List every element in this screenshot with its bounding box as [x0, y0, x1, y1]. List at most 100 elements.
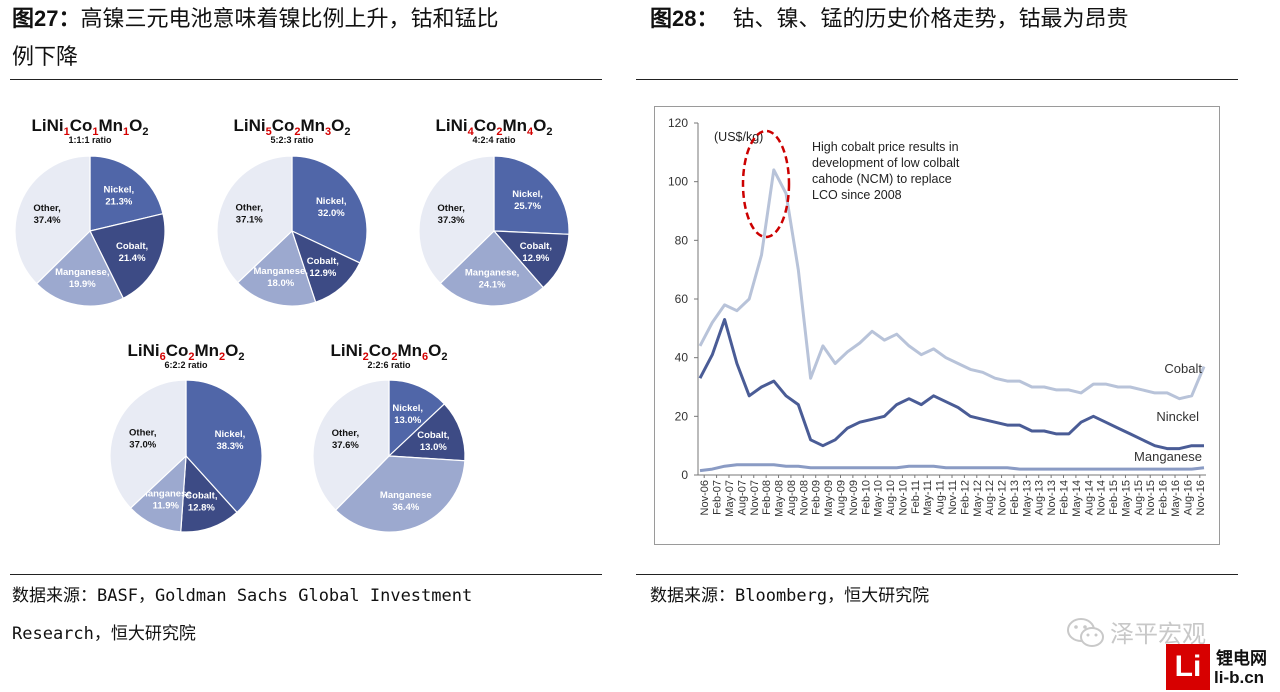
formula-part: Mn — [503, 116, 528, 135]
x-tick-label: May-11 — [922, 480, 934, 516]
pie-slice-nickel — [493, 155, 570, 235]
pie-slice-nickel — [388, 379, 446, 458]
libcn-logo-mark: Li — [1166, 644, 1210, 690]
formula-part: LiNi — [127, 341, 159, 360]
x-tick-label: Feb-13 — [1009, 480, 1021, 515]
pie-ratio: 1:1:1 ratio — [68, 135, 112, 145]
formula-part: Co — [369, 341, 392, 360]
formula-part: O — [225, 341, 238, 360]
slice-label-other: Other, — [236, 203, 263, 214]
slice-label-nickel: Nickel, — [104, 185, 135, 196]
slice-value-other: 37.3% — [438, 215, 465, 226]
x-tick-label: Nov-12 — [997, 480, 1009, 515]
x-tick-label: May-12 — [972, 480, 984, 517]
formula-part: Mn — [301, 116, 326, 135]
y-tick-label: 100 — [668, 175, 688, 189]
libcn-logo-url: li-b.cn — [1214, 668, 1265, 687]
slice-label-other: Other, — [437, 203, 464, 214]
x-tick-label: Nov-08 — [798, 480, 810, 515]
x-tick-label: Feb-11 — [910, 480, 922, 514]
slice-value-other: 37.1% — [236, 215, 263, 226]
pie-slice-nickel — [185, 379, 263, 514]
x-tick-label: Feb-08 — [761, 480, 773, 515]
pie-slice-manganese — [236, 229, 317, 307]
figure27-title-line1: 高镍三元电池意味着镍比例上升，钴和锰比 — [80, 7, 499, 32]
formula-part: LiNi — [31, 116, 63, 135]
figure27-title: 图27：高镍三元电池意味着镍比例上升，钴和锰比 例下降 — [12, 0, 602, 77]
y-tick-label: 40 — [675, 351, 689, 365]
pie-ratio: 6:2:2 ratio — [164, 360, 208, 370]
pie-formula: LiNi6Co2Mn2O2 — [127, 341, 244, 363]
pie-formula: LiNi1Co1Mn1O2 — [31, 116, 148, 138]
slice-label-cobalt: Cobalt, — [116, 241, 148, 252]
pie-slice-manganese — [35, 229, 125, 307]
formula-part: 2 — [344, 126, 350, 138]
figure27-title-line2: 例下降 — [12, 45, 79, 70]
slice-label-cobalt: Cobalt, — [520, 241, 552, 252]
slice-label-manganese: Manganese — [140, 489, 192, 500]
figure27-source-line1: 数据来源：BASF，Goldman Sachs Global Investmen… — [12, 586, 473, 606]
x-tick-label: Nov-06 — [699, 480, 711, 515]
x-tick-label: Nov-11 — [947, 480, 959, 515]
formula-part: 1 — [64, 126, 70, 138]
figure28-title-text: 钴、镍、锰的历史价格走势，钴最为昂贵 — [732, 7, 1129, 32]
slice-value-manganese: 36.4% — [392, 502, 419, 513]
formula-part: O — [428, 341, 441, 360]
annotation-line: development of low colbalt — [812, 156, 960, 170]
formula-part: 2 — [142, 126, 148, 138]
slice-label-manganese: Manganese, — [55, 267, 109, 278]
slice-value-nickel: 21.3% — [105, 197, 132, 208]
formula-part: LiNi — [435, 116, 467, 135]
formula-part: 2 — [441, 351, 447, 363]
libcn-logo: Li 锂电网 li-b.cn — [1166, 644, 1280, 692]
pie-slice-cobalt — [290, 229, 361, 303]
formula-part: 2 — [219, 351, 225, 363]
x-tick-label: Aug-15 — [1133, 480, 1145, 515]
pie-slice-nickel — [89, 155, 164, 232]
series-label-cobalt: Cobalt — [1164, 361, 1202, 376]
x-tick-label: Nov-14 — [1096, 480, 1108, 515]
x-tick-label: Feb-15 — [1108, 480, 1120, 515]
figure27-top-rule — [10, 79, 602, 80]
pie-slice-cobalt — [180, 454, 238, 533]
x-tick-label: May-07 — [724, 480, 736, 517]
y-tick-label: 20 — [675, 409, 689, 423]
x-tick-label: Feb-10 — [860, 480, 872, 515]
formula-part: 2 — [294, 126, 300, 138]
slice-label-nickel: Nickel, — [215, 429, 246, 440]
x-tick-label: Nov-15 — [1145, 480, 1157, 515]
slice-value-cobalt: 13.0% — [420, 442, 447, 453]
libcn-logo-name: 锂电网 — [1216, 649, 1267, 669]
slice-value-cobalt: 12.9% — [309, 268, 336, 279]
peak-highlight-ellipse — [741, 129, 791, 239]
y-tick-label: 120 — [668, 116, 688, 130]
slice-label-other: Other, — [33, 203, 60, 214]
x-tick-label: Feb-16 — [1158, 480, 1170, 515]
figure27-number: 图27： — [12, 6, 81, 31]
y-tick-label: 0 — [681, 468, 688, 482]
slice-value-cobalt: 12.9% — [522, 253, 549, 264]
x-tick-label: Aug-14 — [1083, 480, 1095, 515]
slice-label-other: Other, — [129, 427, 156, 438]
formula-part: O — [331, 116, 344, 135]
slice-value-other: 37.0% — [129, 439, 156, 450]
x-tick-label: Aug-16 — [1182, 480, 1194, 515]
formula-part: 4 — [527, 126, 534, 138]
pie-slice-manganese — [439, 230, 545, 307]
slice-value-manganese: 11.9% — [153, 501, 180, 512]
slice-value-cobalt: 12.8% — [188, 503, 215, 514]
formula-part: 6 — [160, 351, 166, 363]
x-tick-label: Aug-10 — [885, 480, 897, 515]
x-tick-label: Aug-12 — [984, 480, 996, 515]
formula-part: 5 — [266, 126, 272, 138]
slice-value-nickel: 32.0% — [318, 208, 345, 219]
figure27-bottom-rule — [10, 574, 602, 575]
slice-label-manganese: Manganese — [380, 490, 432, 501]
pie-slice-other — [312, 379, 390, 511]
x-tick-label: Aug-13 — [1034, 480, 1046, 515]
pie-slice-other — [14, 155, 91, 285]
series-line-cobalt — [698, 168, 1206, 401]
formula-part: O — [533, 116, 546, 135]
